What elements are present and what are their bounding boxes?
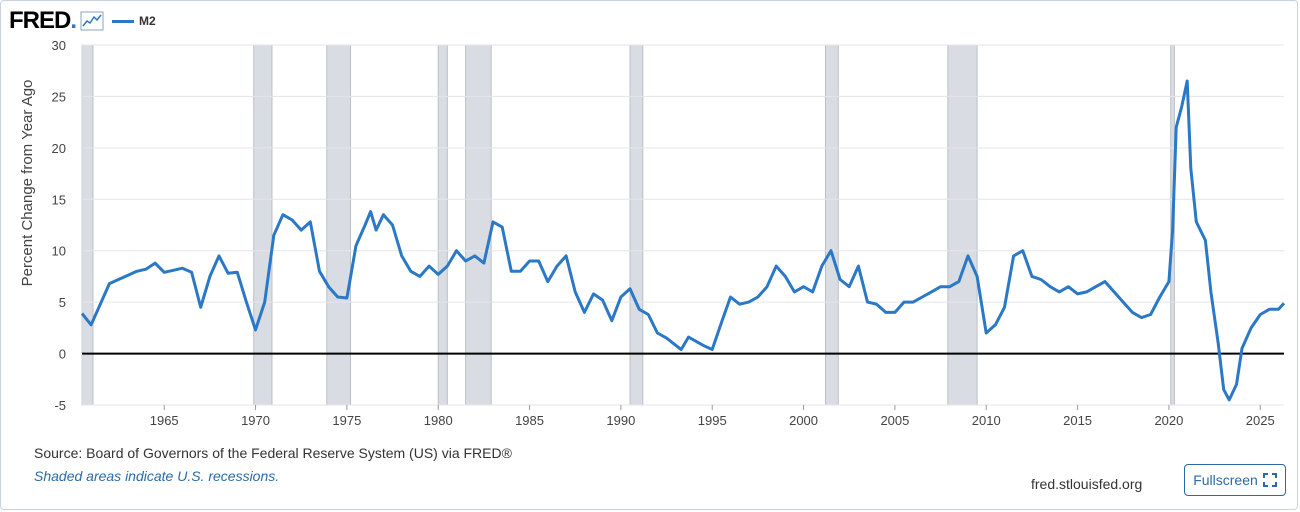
grid-layer: [81, 44, 1284, 406]
x-tick-label: 1970: [241, 413, 270, 428]
x-tick-label: 2020: [1154, 413, 1183, 428]
recession-band: [947, 44, 978, 406]
recession-band: [629, 44, 644, 406]
fullscreen-button[interactable]: Fullscreen: [1184, 464, 1286, 496]
recession-band: [824, 44, 839, 406]
line-graph-icon: [80, 11, 104, 31]
x-tick-label: 2005: [880, 413, 909, 428]
x-tick-label: 1975: [332, 413, 361, 428]
legend: M2: [112, 14, 156, 28]
x-tick-label: 1995: [698, 413, 727, 428]
legend-swatch: [112, 19, 135, 23]
y-tick-label: -5: [54, 398, 66, 413]
recession-band: [437, 44, 448, 406]
recession-band: [253, 44, 273, 406]
y-tick-label: 15: [52, 192, 66, 207]
y-tick-label: 5: [59, 295, 66, 310]
fullscreen-label: Fullscreen: [1193, 472, 1258, 488]
x-tick-label: 2010: [972, 413, 1001, 428]
recession-layer: [81, 44, 1175, 406]
y-tick-label: 25: [52, 89, 66, 104]
x-tick-label: 2025: [1246, 413, 1275, 428]
y-axis: -5 0 5 10 15 20 25 30: [52, 38, 66, 413]
x-tick-label: 2015: [1063, 413, 1092, 428]
series-line-m2[interactable]: [80, 79, 1286, 402]
y-tick-label: 10: [52, 244, 66, 259]
recession-band: [81, 44, 94, 406]
recession-band: [326, 44, 352, 406]
x-tick-label: 1965: [150, 413, 179, 428]
recession-band: [465, 44, 492, 406]
header: FRED. M2: [9, 6, 156, 36]
x-tick-label: 1985: [515, 413, 544, 428]
y-axis-label: Percent Change from Year Ago: [19, 80, 36, 287]
x-axis: 1965 1970 1975 1980 1985 1990 1995 2000 2005 2010…: [150, 405, 1275, 428]
source-text: Source: Board of Governors of the Federa…: [34, 445, 512, 461]
legend-label: M2: [139, 14, 156, 28]
site-link[interactable]: fred.stlouisfed.org: [1031, 476, 1143, 492]
recession-note: Shaded areas indicate U.S. recessions.: [34, 468, 280, 484]
fred-logo[interactable]: FRED.: [9, 7, 77, 34]
y-tick-label: 20: [52, 141, 66, 156]
x-tick-label: 2000: [789, 413, 818, 428]
x-tick-label: 1980: [424, 413, 453, 428]
fullscreen-icon: [1262, 473, 1277, 487]
x-tick-label: 1990: [606, 413, 635, 428]
y-tick-label: 30: [52, 38, 66, 53]
y-tick-label: 0: [59, 347, 66, 362]
